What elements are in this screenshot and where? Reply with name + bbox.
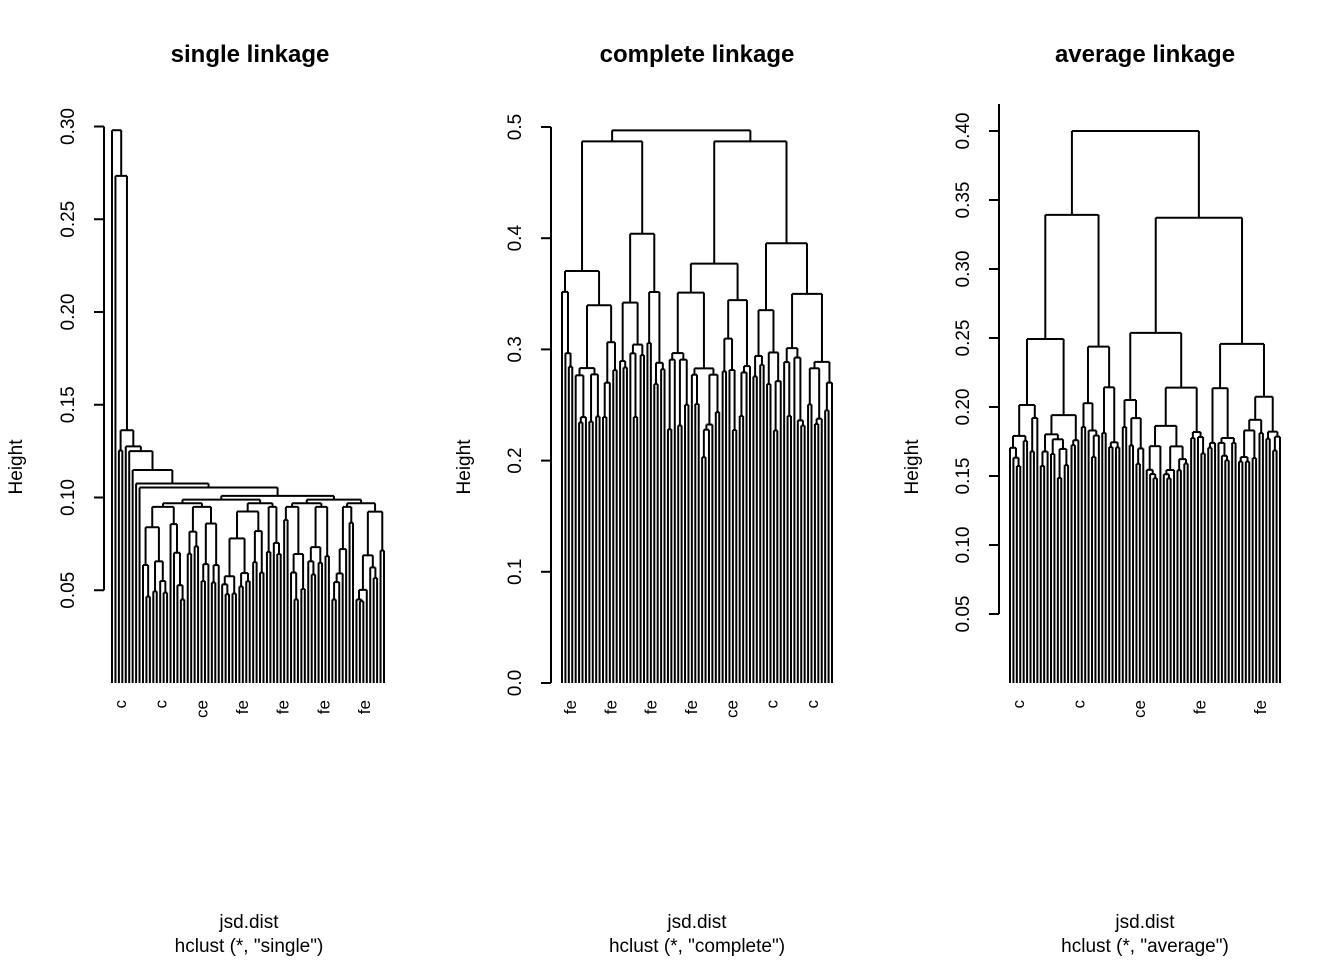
chart-title: single linkage	[171, 41, 330, 68]
y-axis-label: Height	[902, 439, 923, 495]
leaf-labels: c c ce fe fe fe fe	[111, 700, 374, 718]
y-tick-label: 0.4	[505, 225, 526, 252]
leaf-label: fe	[355, 700, 374, 714]
y-tick-label: 0.25	[58, 201, 79, 238]
x-axis-label: jsd.dist	[218, 912, 279, 933]
panel-complete-linkage: complete linkage Height jsd.dist hclust …	[454, 41, 833, 957]
y-tick-label: 0.40	[953, 113, 974, 150]
y-tick-label: 0.1	[505, 559, 526, 585]
leaf-label: c	[111, 700, 130, 709]
panel-average-linkage: average linkage Height jsd.dist hclust (…	[902, 41, 1281, 957]
y-tick-label: 0.05	[953, 596, 974, 633]
leaf-label: fe	[601, 700, 620, 714]
leaf-labels: fe fe fe fe ce c c	[561, 700, 822, 718]
y-axis: 0.05 0.10 0.15 0.20 0.25 0.30 0.35 0.40	[953, 104, 1000, 633]
y-axis: 0.0 0.1 0.2 0.3 0.4 0.5	[505, 114, 552, 696]
leaf-label: c	[803, 700, 822, 709]
y-tick-label: 0.05	[58, 572, 79, 609]
leaf-label: fe	[1251, 700, 1270, 714]
y-tick-label: 0.25	[953, 320, 974, 357]
leaf-label: fe	[642, 700, 661, 714]
leaf-label: fe	[561, 700, 580, 714]
dendrogram-tree	[561, 129, 833, 683]
y-tick-label: 0.20	[953, 389, 974, 426]
chart-title: average linkage	[1055, 41, 1235, 68]
y-tick-label: 0.10	[953, 527, 974, 564]
y-axis: 0.05 0.10 0.15 0.20 0.25 0.30	[58, 108, 105, 609]
panel-single-linkage: single linkage Height jsd.dist hclust (*…	[6, 41, 385, 957]
chart-subtitle: hclust (*, "average")	[1061, 936, 1229, 957]
y-tick-label: 0.0	[505, 670, 526, 696]
leaf-label: ce	[722, 700, 741, 718]
leaf-label: c	[1070, 700, 1089, 709]
y-axis-label: Height	[6, 439, 27, 495]
y-tick-label: 0.30	[953, 251, 974, 288]
y-tick-label: 0.2	[505, 447, 526, 473]
leaf-label: c	[763, 700, 782, 709]
leaf-label: fe	[314, 700, 333, 714]
y-tick-label: 0.10	[58, 479, 79, 516]
chart-subtitle: hclust (*, "complete")	[609, 936, 785, 957]
x-axis-label: jsd.dist	[666, 912, 727, 933]
leaf-label: ce	[192, 700, 211, 718]
leaf-label: fe	[1191, 700, 1210, 714]
y-tick-label: 0.3	[505, 336, 526, 362]
y-tick-label: 0.35	[953, 182, 974, 219]
y-axis-label: Height	[454, 439, 475, 495]
leaf-label: c	[1009, 700, 1028, 709]
leaf-label: fe	[274, 700, 293, 714]
y-tick-label: 0.15	[58, 386, 79, 423]
x-axis-label: jsd.dist	[1114, 912, 1175, 933]
chart-title: complete linkage	[600, 41, 795, 68]
y-tick-label: 0.5	[505, 114, 526, 140]
leaf-label: ce	[1130, 700, 1149, 718]
leaf-label: fe	[682, 700, 701, 714]
leaf-label: c	[152, 700, 171, 709]
y-tick-label: 0.20	[58, 294, 79, 331]
chart-subtitle: hclust (*, "single")	[175, 936, 324, 957]
dendrogram-tree	[111, 129, 385, 683]
y-tick-label: 0.15	[953, 458, 974, 495]
dendrogram-tree	[1009, 130, 1281, 683]
y-tick-label: 0.30	[58, 108, 79, 145]
leaf-label: fe	[233, 700, 252, 714]
leaf-labels: c c ce fe fe	[1009, 700, 1270, 718]
